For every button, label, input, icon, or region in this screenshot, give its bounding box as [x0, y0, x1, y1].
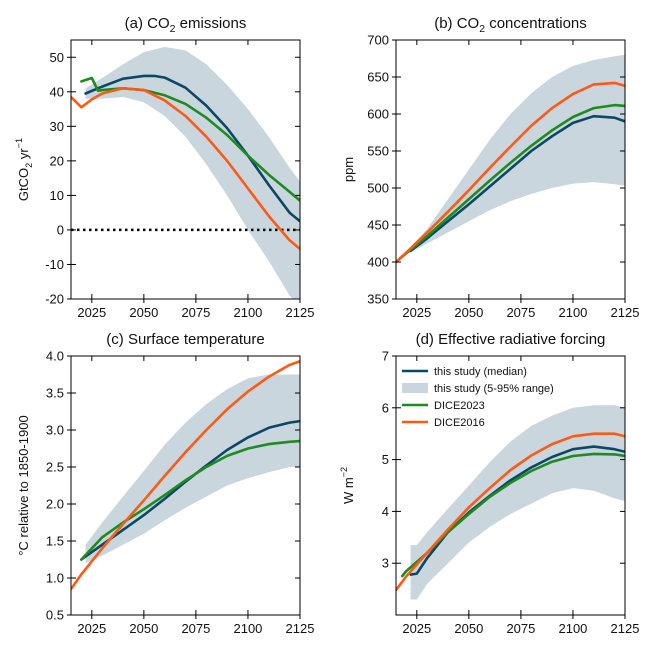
y-tick-label: 2.0 [46, 497, 64, 512]
panel-title: (b) CO2 concentrations [434, 15, 587, 35]
range-band [410, 405, 625, 600]
series-dice2016 [396, 432, 625, 592]
x-tick-label: 2100 [558, 305, 587, 320]
y-tick-label: 0.5 [46, 608, 64, 623]
x-tick-label: 2050 [129, 305, 158, 320]
x-tick-label: 2050 [129, 621, 158, 636]
axes-frame [70, 39, 301, 300]
legend-label-median: this study (median) [434, 366, 527, 378]
y-tick-label: 700 [367, 33, 389, 48]
y-tick-label: 550 [367, 144, 389, 159]
legend-label-dice2023: DICE2023 [434, 400, 485, 412]
series-dice2016 [396, 81, 625, 264]
plot-area-d [396, 405, 625, 600]
legend: this study (median) this study (5-95% ran… [402, 366, 554, 429]
x-tick-label: 2100 [233, 621, 262, 636]
series-median [84, 74, 300, 223]
y-tick-label: 1.5 [46, 534, 64, 549]
y-tick-label: 3.5 [46, 386, 64, 401]
y-axis-label: ppm [341, 157, 356, 182]
x-tick-label: 2100 [233, 305, 262, 320]
y-tick-label: 7 [382, 349, 389, 364]
y-tick-label: -10 [45, 257, 64, 272]
x-tick-label: 2025 [402, 305, 431, 320]
x-tick-label: 2075 [181, 621, 210, 636]
series-dice2016 [71, 359, 300, 591]
y-tick-label: 2.5 [46, 460, 64, 475]
x-tick-label: 2025 [77, 621, 106, 636]
x-tick-label: 2125 [286, 621, 315, 636]
panel-title: (c) Surface temperature [106, 331, 264, 348]
y-tick-label: 10 [50, 188, 64, 203]
y-tick-label: 4.0 [46, 349, 64, 364]
x-tick-label: 2125 [286, 305, 315, 320]
x-tick-label: 2075 [506, 621, 535, 636]
x-tick-label: 2075 [181, 305, 210, 320]
x-tick-label: 2050 [454, 621, 483, 636]
series-dice2023 [396, 103, 625, 264]
y-axis-label: GtCO2 yr−1 [14, 138, 34, 201]
range-band [85, 374, 300, 564]
panel-title: (d) Effective radiative forcing [416, 331, 606, 348]
y-tick-label: 400 [367, 255, 389, 270]
y-tick-label: 350 [367, 292, 389, 307]
axes-frame [395, 39, 626, 300]
series-dice2023 [80, 439, 300, 561]
panel-a: 2025 2050 2075 2100 2125 -20 -10 0 10 20 30 40 50 (a)… [14, 15, 314, 320]
y-tick-label: 500 [367, 181, 389, 196]
x-tick-label: 2125 [611, 621, 640, 636]
y-tick-label: 0 [57, 222, 64, 237]
axes-frame [395, 355, 626, 616]
y-tick-label: 20 [50, 153, 64, 168]
y-tick-label: -20 [45, 292, 64, 307]
x-tick-label: 2025 [402, 621, 431, 636]
legend-label-dice2016: DICE2016 [434, 417, 485, 429]
y-axis-label: W m−2 [339, 467, 356, 504]
y-tick-label: 450 [367, 218, 389, 233]
legend-swatch-range [402, 383, 428, 393]
y-tick-label: 40 [50, 84, 64, 99]
y-tick-label: 650 [367, 70, 389, 85]
range-band [85, 46, 300, 299]
y-tick-label: 1.0 [46, 571, 64, 586]
series-dice2023 [80, 76, 300, 202]
y-tick-label: 3 [382, 556, 389, 571]
series-median [409, 114, 625, 253]
y-tick-label: 6 [382, 400, 389, 415]
plot-area-a [71, 46, 300, 299]
x-tick-label: 2025 [77, 305, 106, 320]
axes-frame [70, 355, 301, 616]
y-tick-label: 4 [382, 504, 389, 519]
y-tick-label: 600 [367, 107, 389, 122]
panel-title: (a) CO2 emissions [125, 15, 247, 35]
panel-d: 2025 2050 2075 2100 2125 3 4 5 6 7 (d) Effective r… [339, 331, 639, 636]
x-tick-label: 2125 [611, 305, 640, 320]
panel-c: 2025 2050 2075 2100 2125 0.5 1.0 1.5 2.0 2.5 3.0 3.… [16, 331, 314, 636]
plot-area-c [71, 359, 300, 591]
x-tick-label: 2075 [506, 305, 535, 320]
x-tick-label: 2050 [454, 305, 483, 320]
series-dice2016 [71, 87, 300, 251]
panel-b: 2025 2050 2075 2100 2125 350 400 450 500 550 600 65… [341, 15, 639, 320]
plot-area-b [396, 54, 625, 264]
series-median [409, 445, 625, 576]
y-tick-label: 5 [382, 452, 389, 467]
legend-label-range: this study (5-95% range) [434, 383, 554, 395]
y-tick-label: 50 [50, 50, 64, 65]
x-tick-label: 2100 [558, 621, 587, 636]
y-tick-label: 30 [50, 119, 64, 134]
y-tick-label: 3.0 [46, 423, 64, 438]
y-axis-label: °C relative to 1850-1900 [16, 415, 31, 555]
